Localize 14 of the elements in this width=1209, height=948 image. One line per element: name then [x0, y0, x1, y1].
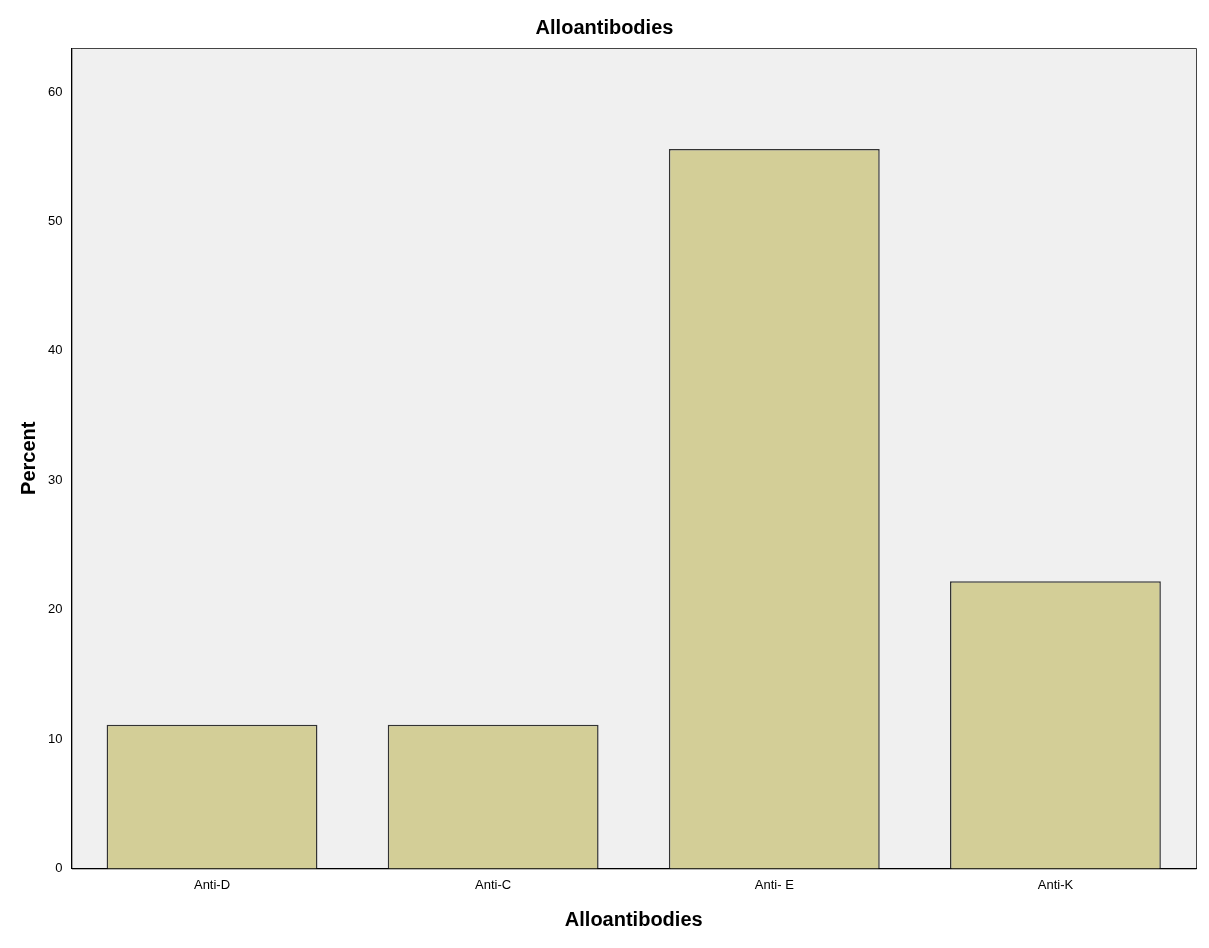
x-tick-label: Anti-C [475, 876, 512, 892]
y-tick-label: 50 [47, 212, 63, 228]
y-tick-label: 0 [55, 859, 63, 875]
x-axis-title: Alloantibodies [564, 907, 703, 930]
x-tick-label: Anti-D [193, 876, 231, 892]
chart-title: Alloantibodies [535, 15, 674, 38]
x-tick-label: Anti- E [754, 876, 795, 892]
y-axis-title: Percent [16, 421, 39, 495]
y-tick-label: 10 [47, 730, 63, 746]
y-tick-label: 40 [47, 342, 63, 358]
y-tick-label: 30 [47, 471, 63, 487]
y-tick-label: 20 [47, 601, 63, 617]
y-tick-label: 60 [47, 83, 63, 99]
x-tick-label: Anti-K [1037, 876, 1074, 892]
